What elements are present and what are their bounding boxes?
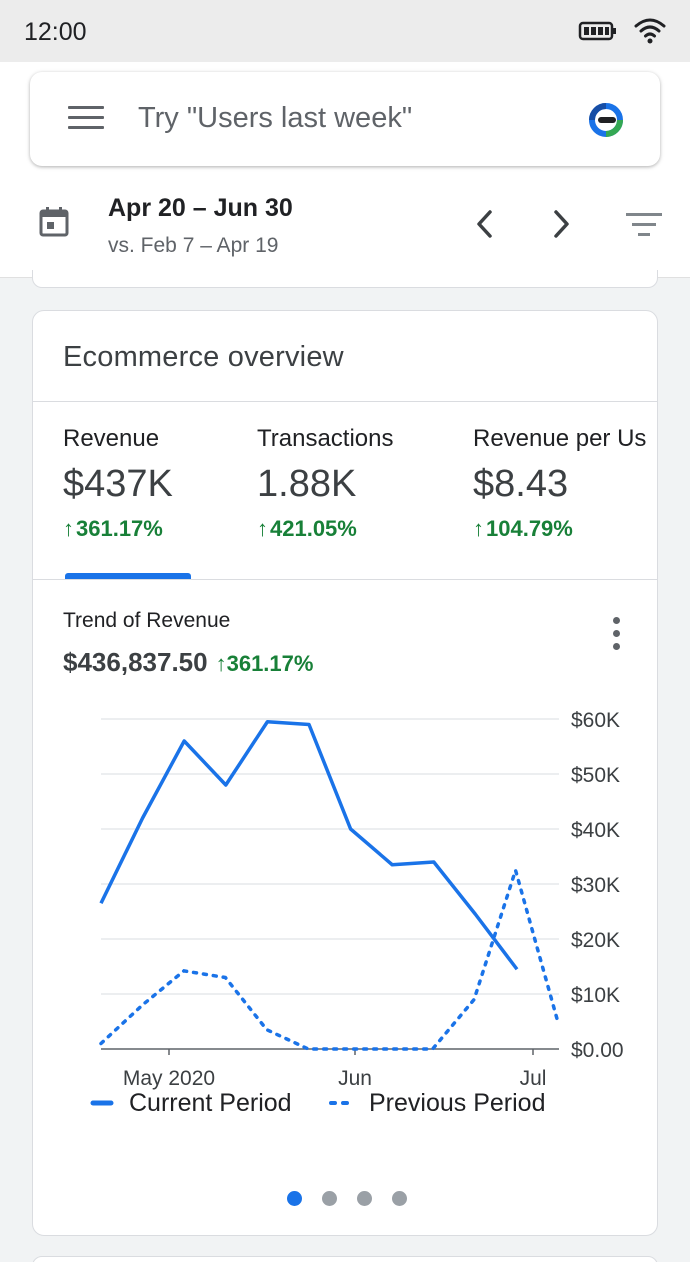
x-tick-label: Jul	[520, 1067, 547, 1090]
card-title: Ecommerce overview	[63, 341, 344, 373]
status-bar: 12:00	[0, 0, 690, 62]
metric-value: $437K	[63, 463, 173, 505]
wifi-icon	[634, 18, 666, 44]
date-range-label[interactable]: Apr 20 – Jun 30	[108, 194, 293, 222]
pagination-dot-3[interactable]	[357, 1191, 372, 1206]
metric-revenue[interactable]: Revenue $437K ↑361.17%	[63, 425, 173, 542]
trend-change: ↑361.17%	[216, 651, 314, 676]
y-tick-label: $0.00	[571, 1039, 624, 1062]
metric-change-value: 361.17%	[76, 516, 163, 541]
metric-label: Revenue	[63, 425, 160, 452]
previous-card	[32, 270, 658, 288]
metric-change-value: 104.79%	[486, 516, 573, 541]
battery-icon	[578, 21, 616, 41]
pagination-dots	[287, 1191, 407, 1206]
arrow-up-icon: ↑	[257, 516, 268, 541]
divider	[33, 401, 657, 402]
chevron-right-icon[interactable]	[546, 206, 576, 242]
series-line-current-period	[99, 720, 519, 971]
series-line-previous-period	[99, 864, 559, 1051]
y-tick-label: $30K	[571, 874, 620, 897]
metric-revenue-per-user[interactable]: Revenue per Us $8.43 ↑104.79%	[473, 425, 646, 542]
status-icons	[578, 18, 666, 44]
next-card	[32, 1256, 658, 1262]
arrow-up-icon: ↑	[63, 516, 74, 541]
x-tick-label: May 2020	[123, 1067, 215, 1090]
metric-change: ↑361.17%	[63, 516, 173, 542]
x-tick-label: Jun	[338, 1067, 372, 1090]
y-tick-label: $50K	[571, 764, 620, 787]
legend-label-current-period: Current Period	[129, 1089, 292, 1117]
ecommerce-overview-card: Ecommerce overview Revenue $437K ↑361.17…	[32, 310, 658, 1236]
analytics-logo-icon[interactable]	[584, 98, 628, 142]
y-tick-label: $60K	[571, 709, 620, 732]
filter-icon[interactable]	[624, 210, 664, 240]
pagination-dot-4[interactable]	[392, 1191, 407, 1206]
revenue-trend-chart: $0.00 $10K $20K $30K $40K $50K $60K May 2020 Jun…	[90, 709, 624, 1117]
legend-label-previous-period: Previous Period	[369, 1089, 545, 1117]
y-tick-label: $10K	[571, 984, 620, 1007]
metric-transactions[interactable]: Transactions 1.88K ↑421.05%	[257, 425, 394, 542]
arrow-up-icon: ↑	[473, 516, 484, 541]
metric-label: Revenue per Us	[473, 425, 647, 452]
metric-value: 1.88K	[257, 463, 357, 505]
y-tick-label: $20K	[571, 929, 620, 952]
metric-value: $8.43	[473, 463, 569, 505]
trend-total: $436,837.50 ↑361.17%	[63, 647, 313, 678]
compare-range-label: vs. Feb 7 – Apr 19	[108, 234, 279, 257]
metric-change: ↑421.05%	[257, 516, 394, 542]
search-input[interactable]: Try "Users last week"	[138, 102, 413, 134]
app-header: Try "Users last week" Apr 20 – Jun 30 vs…	[0, 62, 690, 278]
metric-change: ↑104.79%	[473, 516, 646, 542]
menu-icon[interactable]	[68, 106, 104, 132]
search-bar[interactable]: Try "Users last week"	[30, 72, 660, 166]
pagination-dot-2[interactable]	[322, 1191, 337, 1206]
trend-total-value: $436,837.50	[63, 647, 208, 677]
more-vert-icon[interactable]	[609, 617, 623, 653]
status-time: 12:00	[24, 18, 87, 46]
divider	[33, 579, 657, 580]
y-tick-label: $40K	[571, 819, 620, 842]
metric-label: Transactions	[257, 425, 394, 452]
trend-change-value: 361.17%	[226, 651, 314, 676]
chevron-left-icon[interactable]	[470, 206, 500, 242]
metric-change-value: 421.05%	[270, 516, 357, 541]
pagination-dot-1[interactable]	[287, 1191, 302, 1206]
calendar-icon[interactable]	[38, 206, 70, 238]
arrow-up-icon: ↑	[215, 651, 227, 676]
active-tab-indicator	[65, 573, 191, 579]
trend-title: Trend of Revenue	[63, 609, 231, 632]
date-range-bar: Apr 20 – Jun 30 vs. Feb 7 – Apr 19	[0, 186, 690, 278]
